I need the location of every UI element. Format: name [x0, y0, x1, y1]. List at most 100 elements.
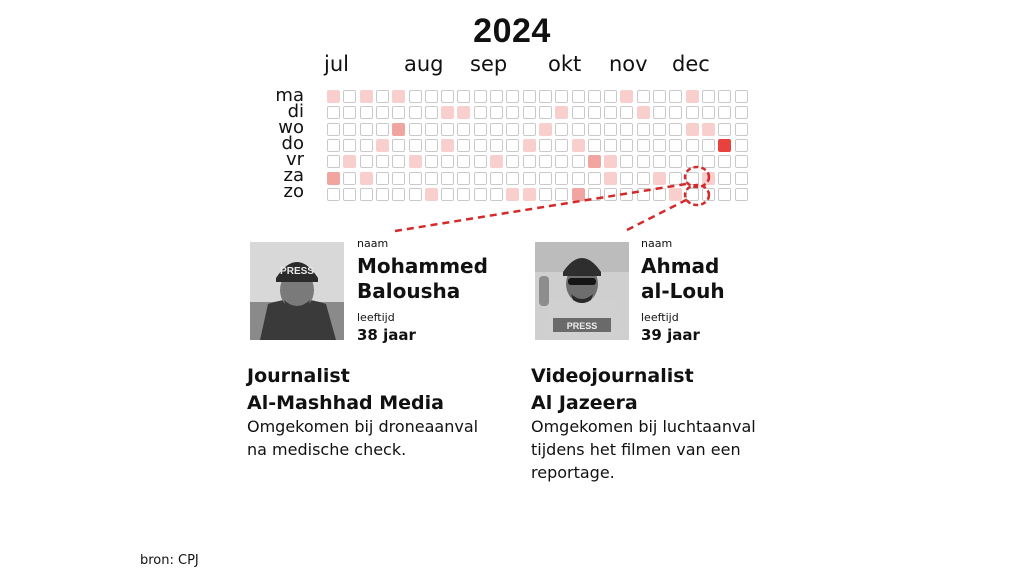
heatmap-cell-do-week-16 [587, 138, 601, 152]
vest-label-2: PRESS [567, 321, 598, 331]
heatmap-cell-vr-week-25 [734, 155, 748, 169]
heatmap-cell-zo-week-21 [669, 187, 683, 201]
heatmap-cell-ma-week-15 [571, 90, 585, 103]
heatmap-cell-za-week-22 [685, 171, 699, 185]
heatmap-cell-zo-week-15 [571, 187, 585, 201]
day-label-wo: wo [278, 117, 304, 138]
heatmap-cell-vr-week-18 [620, 155, 634, 169]
heatmap-cell-di-week-6 [424, 106, 438, 120]
heatmap-cell-wo-week-17 [604, 122, 618, 136]
heatmap-cell-zo-week-19 [636, 187, 650, 201]
heatmap-cell-di-week-19 [636, 106, 650, 120]
heatmap-cell-di-week-23 [701, 106, 715, 120]
role-1: Journalist [247, 365, 350, 387]
heatmap-cell-do-week-15 [571, 138, 585, 152]
heatmap-cell-ma-week-5 [408, 90, 422, 103]
heatmap-cell-ma-week-17 [604, 90, 618, 103]
heatmap-cell-wo-week-21 [669, 122, 683, 136]
heatmap-cell-vr-week-15 [571, 155, 585, 169]
heatmap-cell-do-week-19 [636, 138, 650, 152]
heatmap-cell-vr-week-10 [490, 155, 503, 169]
heatmap-cell-vr-week-5 [408, 155, 422, 169]
heatmap-cell-wo-week-16 [587, 122, 601, 136]
connector-line-al-louh [626, 197, 689, 232]
heatmap-cell-za-week-1 [343, 171, 357, 185]
heatmap-cell-wo-week-1 [343, 122, 357, 136]
heatmap-cell-za-week-24 [718, 171, 732, 185]
heatmap-cell-ma-week-1 [343, 90, 357, 103]
heatmap-cell-wo-week-22 [685, 122, 699, 136]
heatmap-cell-zo-week-24 [718, 187, 732, 201]
heatmap-cell-za-week-23 [701, 171, 715, 185]
heatmap-cell-zo-week-6 [424, 187, 438, 201]
heatmap-cell-zo-week-22 [685, 187, 699, 201]
employer-1: Al-Mashhad Media [247, 392, 444, 414]
heatmap-cell-ma-week-7 [441, 90, 455, 103]
age-label-1: leeftijd [357, 311, 395, 324]
heatmap-cell-do-week-23 [701, 138, 715, 152]
heatmap-cell-za-week-6 [424, 171, 438, 185]
heatmap-cell-za-week-10 [490, 171, 503, 185]
portrait-image-1: PRESS [250, 242, 344, 340]
heatmap-cell-do-week-17 [604, 138, 618, 152]
heatmap-cell-vr-week-8 [457, 155, 471, 169]
heatmap-cell-ma-week-14 [555, 90, 569, 103]
heatmap-cell-do-week-0 [327, 138, 340, 152]
heatmap-cell-di-week-1 [343, 106, 357, 120]
heatmap-cell-zo-week-20 [653, 187, 666, 201]
heatmap-cell-zo-week-14 [555, 187, 569, 201]
heatmap-cell-ma-week-16 [587, 90, 601, 103]
heatmap-cell-za-week-17 [604, 171, 618, 185]
heatmap-cell-zo-week-4 [392, 187, 406, 201]
helmet-label-1: PRESS [280, 266, 314, 277]
heatmap-cell-zo-week-5 [408, 187, 422, 201]
heatmap-cell-za-week-5 [408, 171, 422, 185]
heatmap-cell-ma-week-3 [375, 90, 389, 103]
heatmap-cell-do-week-14 [555, 138, 569, 152]
month-label-okt: okt [548, 52, 582, 76]
day-label-di: di [287, 101, 304, 122]
heatmap-cell-di-week-20 [653, 106, 666, 120]
heatmap-cell-vr-week-16 [587, 155, 601, 169]
heatmap-cell-wo-week-3 [375, 122, 389, 136]
heatmap-cell-za-week-4 [392, 171, 406, 185]
heatmap-cell-wo-week-11 [506, 122, 520, 136]
month-label-dec: dec [672, 52, 710, 76]
heatmap-cell-do-week-21 [669, 138, 683, 152]
role-2: Videojournalist [531, 365, 694, 387]
first-name-2: Ahmad [641, 254, 720, 278]
heatmap-cell-za-week-3 [375, 171, 389, 185]
highlight-circle-zo [683, 183, 711, 207]
description-1: Omgekomen bij droneaanval na medische ch… [247, 417, 479, 459]
heatmap-cell-di-week-0 [327, 106, 340, 120]
heatmap-cell-wo-week-15 [571, 122, 585, 136]
heatmap-cell-vr-week-3 [375, 155, 389, 169]
heatmap-cell-di-week-24 [718, 106, 732, 120]
heatmap-cell-ma-week-11 [506, 90, 520, 103]
heatmap-cell-zo-week-2 [359, 187, 373, 201]
heatmap-cell-do-week-10 [490, 138, 503, 152]
description-2: Omgekomen bij luchtaanval tijdens het fi… [531, 417, 756, 482]
age-value-1: 38 jaar [357, 326, 416, 344]
heatmap-cell-vr-week-23 [701, 155, 715, 169]
heatmap-cell-zo-week-9 [473, 187, 487, 201]
heatmap-cell-zo-week-25 [734, 187, 748, 201]
heatmap-cell-di-week-22 [685, 106, 699, 120]
heatmap-cell-ma-week-10 [490, 90, 503, 103]
heatmap-cell-wo-week-0 [327, 122, 340, 136]
heatmap-cell-wo-week-14 [555, 122, 569, 136]
age-label-2: leeftijd [641, 311, 679, 324]
heatmap-cell-zo-week-3 [375, 187, 389, 201]
heatmap-cell-zo-week-17 [604, 187, 618, 201]
heatmap-cell-za-week-21 [669, 171, 683, 185]
heatmap-cell-zo-week-7 [441, 187, 455, 201]
heatmap-cell-za-week-11 [506, 171, 520, 185]
heatmap-cell-za-week-19 [636, 171, 650, 185]
heatmap-cell-vr-week-17 [604, 155, 618, 169]
age-value-2: 39 jaar [641, 326, 700, 344]
heatmap-cell-di-week-7 [441, 106, 455, 120]
name-label-2: naam [641, 237, 673, 250]
heatmap-cell-za-week-7 [441, 171, 455, 185]
heatmap-cell-do-week-8 [457, 138, 471, 152]
heatmap-cell-zo-week-1 [343, 187, 357, 201]
